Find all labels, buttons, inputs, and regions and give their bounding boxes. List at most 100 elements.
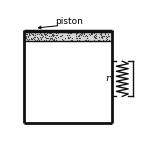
Point: [45, 34, 48, 36]
Point: [101, 35, 103, 38]
Point: [45, 39, 47, 41]
Point: [52, 33, 54, 35]
Point: [41, 39, 43, 42]
Point: [61, 34, 63, 36]
Point: [38, 39, 40, 41]
Point: [74, 33, 77, 35]
Point: [90, 33, 92, 35]
Point: [101, 31, 104, 34]
Point: [61, 39, 64, 41]
Point: [30, 37, 33, 39]
Point: [55, 31, 57, 34]
Point: [76, 31, 78, 33]
Text: piston: piston: [55, 17, 83, 26]
Point: [60, 35, 62, 38]
Point: [86, 35, 89, 37]
Point: [63, 40, 65, 42]
Point: [68, 39, 71, 42]
Point: [104, 39, 107, 41]
Point: [24, 32, 27, 35]
Point: [95, 36, 97, 39]
Point: [82, 35, 85, 37]
Point: [90, 33, 93, 35]
Point: [41, 36, 43, 38]
Point: [50, 33, 53, 36]
Point: [48, 35, 50, 37]
Point: [88, 34, 91, 37]
Point: [76, 37, 78, 39]
Point: [45, 33, 48, 35]
Text: r: r: [106, 74, 110, 83]
Point: [57, 32, 60, 34]
Point: [26, 33, 28, 35]
Point: [67, 37, 70, 39]
Point: [29, 34, 32, 36]
Point: [66, 34, 68, 36]
Point: [56, 34, 58, 36]
Point: [93, 35, 95, 38]
Point: [68, 31, 70, 33]
Point: [43, 32, 45, 34]
Point: [28, 32, 30, 34]
Point: [31, 33, 34, 35]
Point: [75, 32, 78, 34]
Point: [34, 34, 37, 37]
Point: [80, 33, 83, 35]
Point: [51, 38, 53, 40]
Point: [26, 35, 29, 37]
Point: [47, 37, 49, 39]
Point: [84, 39, 87, 41]
Point: [34, 34, 37, 36]
Point: [96, 39, 99, 41]
Point: [80, 32, 83, 34]
Point: [92, 35, 95, 37]
Point: [34, 32, 36, 34]
Point: [25, 35, 27, 37]
Point: [50, 34, 53, 36]
Point: [49, 37, 51, 39]
Point: [101, 35, 104, 37]
Point: [82, 31, 84, 33]
Point: [70, 39, 72, 41]
Point: [84, 34, 87, 36]
Point: [97, 39, 100, 42]
Point: [99, 32, 101, 35]
Point: [66, 36, 69, 38]
Point: [90, 39, 92, 42]
Point: [68, 33, 71, 36]
Point: [38, 33, 40, 35]
Point: [52, 39, 54, 41]
Point: [32, 37, 34, 39]
Point: [32, 36, 35, 38]
Point: [35, 33, 38, 35]
Point: [52, 31, 54, 33]
Point: [54, 39, 57, 41]
Point: [66, 34, 68, 36]
Point: [98, 39, 101, 42]
Point: [67, 32, 69, 34]
Point: [27, 36, 29, 39]
Point: [31, 33, 34, 35]
Point: [76, 39, 78, 41]
Point: [104, 32, 106, 34]
Point: [79, 33, 81, 35]
Point: [101, 39, 104, 41]
Point: [30, 38, 33, 40]
Point: [83, 32, 85, 34]
Point: [107, 33, 109, 35]
Point: [83, 33, 85, 35]
Point: [90, 33, 92, 35]
Point: [72, 31, 74, 33]
Point: [27, 33, 30, 35]
Point: [75, 36, 77, 39]
Point: [100, 31, 103, 34]
Point: [53, 38, 55, 41]
Point: [69, 32, 71, 34]
Point: [44, 32, 47, 35]
Point: [71, 38, 73, 41]
Point: [108, 39, 110, 41]
Point: [101, 31, 103, 34]
Point: [86, 35, 89, 37]
Point: [70, 32, 72, 34]
Point: [29, 32, 32, 34]
